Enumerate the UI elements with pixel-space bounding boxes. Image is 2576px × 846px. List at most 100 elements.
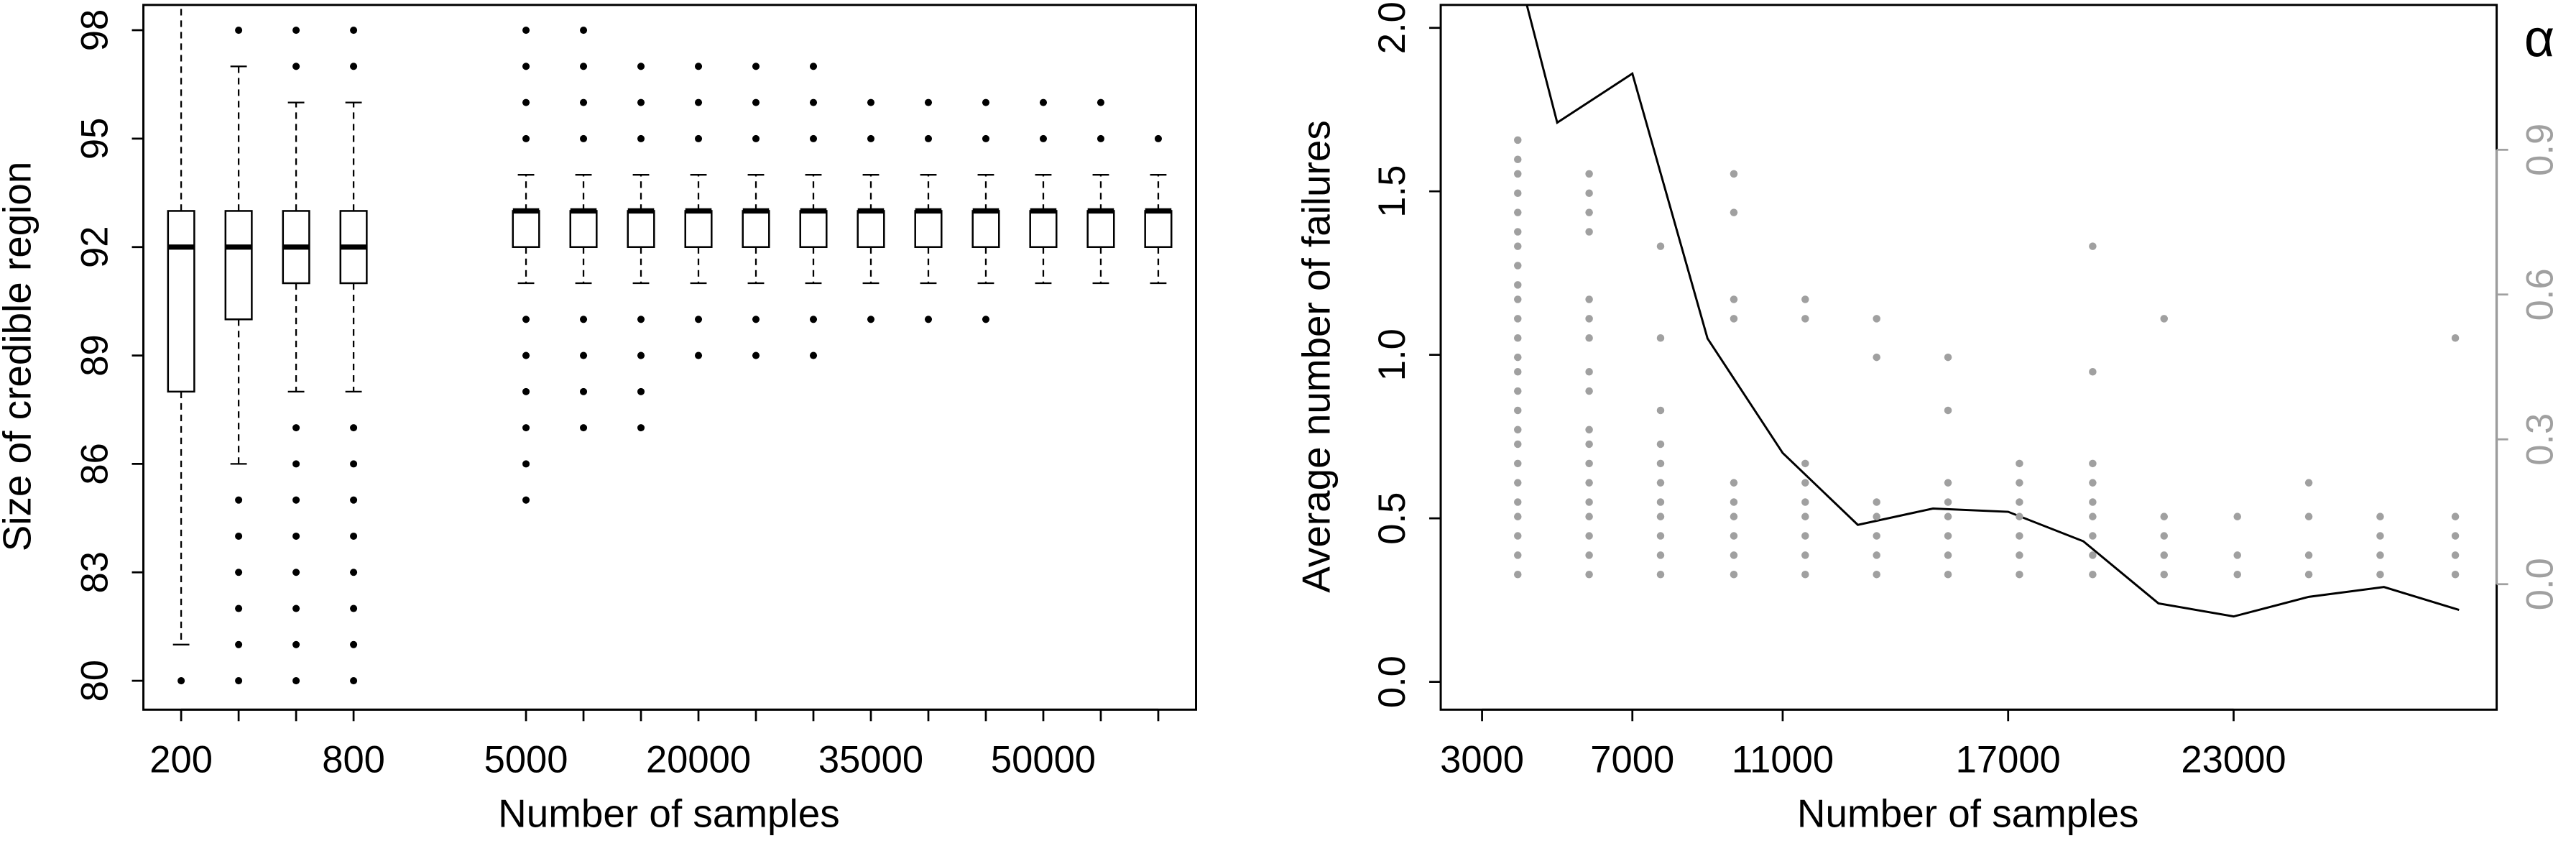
outlier xyxy=(350,496,358,504)
scatter-point xyxy=(2451,334,2460,342)
outlier xyxy=(235,532,243,540)
y-axis-title: Average number of failures xyxy=(1293,120,1338,592)
scatter-point xyxy=(1801,571,1809,579)
x-axis-title: Number of samples xyxy=(498,791,839,835)
scatter-point xyxy=(1944,353,1952,362)
line xyxy=(1525,4,2460,618)
y-tick-label: 92 xyxy=(73,226,116,268)
box xyxy=(627,210,655,248)
scatter-point xyxy=(1730,571,1738,579)
scatter-point xyxy=(1944,498,1952,506)
scatter-point xyxy=(1513,406,1522,415)
scatter-point xyxy=(2304,479,2313,487)
box xyxy=(914,210,943,248)
scatter-point xyxy=(2089,479,2097,487)
scatter-point xyxy=(1585,551,1593,559)
scatter-point xyxy=(1513,315,1522,323)
scatter-point xyxy=(1513,367,1522,376)
box xyxy=(857,210,885,248)
outlier xyxy=(580,98,588,106)
scatter-point xyxy=(1801,532,1809,540)
outlier xyxy=(867,98,875,106)
scatter-point xyxy=(1585,170,1593,178)
scatter-point xyxy=(1730,498,1738,506)
scatter-point xyxy=(1656,459,1665,468)
scatter-point xyxy=(1944,406,1952,415)
scatter-point xyxy=(1585,295,1593,303)
x-tick-label: 5000 xyxy=(484,738,568,781)
outlier xyxy=(350,27,358,35)
plot-area xyxy=(1513,4,2460,618)
scatter-point xyxy=(1513,170,1522,178)
scatter-point xyxy=(2233,571,2241,579)
outlier xyxy=(350,532,358,540)
scatter-point xyxy=(1513,242,1522,250)
outlier xyxy=(752,351,760,359)
outlier xyxy=(235,640,243,648)
scatter-point xyxy=(1513,479,1522,487)
scatter-point xyxy=(1513,498,1522,506)
outlier xyxy=(177,677,185,685)
scatter-point xyxy=(2016,498,2023,506)
outlier xyxy=(522,63,530,70)
y-tick-label: 1.5 xyxy=(1371,165,1413,218)
outlier xyxy=(522,316,530,323)
outlier xyxy=(695,63,703,70)
scatter-point xyxy=(1730,315,1738,323)
box xyxy=(1029,210,1058,248)
scatter-point xyxy=(2089,498,2097,506)
outlier xyxy=(695,134,703,142)
scatter-point xyxy=(1730,170,1738,178)
y-tick-label: 0.5 xyxy=(1371,492,1413,545)
box xyxy=(1086,210,1115,248)
plot-frame xyxy=(142,4,1198,711)
scatter-point xyxy=(1801,479,1809,487)
outlier xyxy=(580,387,588,395)
scatter-point xyxy=(2451,551,2460,559)
outlier xyxy=(235,604,243,612)
scatter-point xyxy=(2089,367,2097,376)
outlier xyxy=(695,316,703,323)
outlier xyxy=(350,63,358,70)
x-tick-label: 17000 xyxy=(1956,738,2061,781)
scatter-point xyxy=(1585,459,1593,468)
scatter-point xyxy=(1585,208,1593,216)
scatter-point xyxy=(2016,479,2023,487)
scatter-point xyxy=(2016,512,2023,520)
scatter-point xyxy=(1944,479,1952,487)
y-tick-label: 89 xyxy=(73,334,116,376)
outlier xyxy=(982,316,990,323)
scatter-point xyxy=(2089,459,2097,468)
scatter-point xyxy=(1513,208,1522,216)
scatter-point xyxy=(2089,551,2097,559)
outlier xyxy=(580,27,588,35)
scatter-point xyxy=(2160,512,2169,520)
outlier xyxy=(752,98,760,106)
scatter-point xyxy=(2304,571,2313,579)
outlier xyxy=(522,387,530,395)
y-tick-label: 0.3 xyxy=(2519,413,2561,466)
scatter-point xyxy=(1801,551,1809,559)
outlier xyxy=(522,134,530,142)
scatter-point xyxy=(1585,479,1593,487)
scatter-point xyxy=(1513,532,1522,540)
scatter-point xyxy=(1656,479,1665,487)
scatter-point xyxy=(2016,571,2023,579)
scatter-point xyxy=(1730,208,1738,216)
y-tick-label: 2.0 xyxy=(1371,1,1413,54)
scatter-point xyxy=(1944,571,1952,579)
scatter-point xyxy=(1585,228,1593,236)
scatter-point xyxy=(1513,571,1522,579)
scatter-point xyxy=(1730,295,1738,303)
outlier xyxy=(982,98,990,106)
scatter-point xyxy=(1513,387,1522,395)
scatter-point xyxy=(2451,512,2460,520)
scatter-point xyxy=(2160,315,2169,323)
scatter-point xyxy=(1801,498,1809,506)
scatter-point xyxy=(2376,512,2384,520)
y-tick-label: 0.0 xyxy=(2519,558,2561,610)
outlier xyxy=(580,316,588,323)
outlier xyxy=(522,98,530,106)
x-tick-label: 50000 xyxy=(991,738,1096,781)
scatter-point xyxy=(1513,353,1522,362)
